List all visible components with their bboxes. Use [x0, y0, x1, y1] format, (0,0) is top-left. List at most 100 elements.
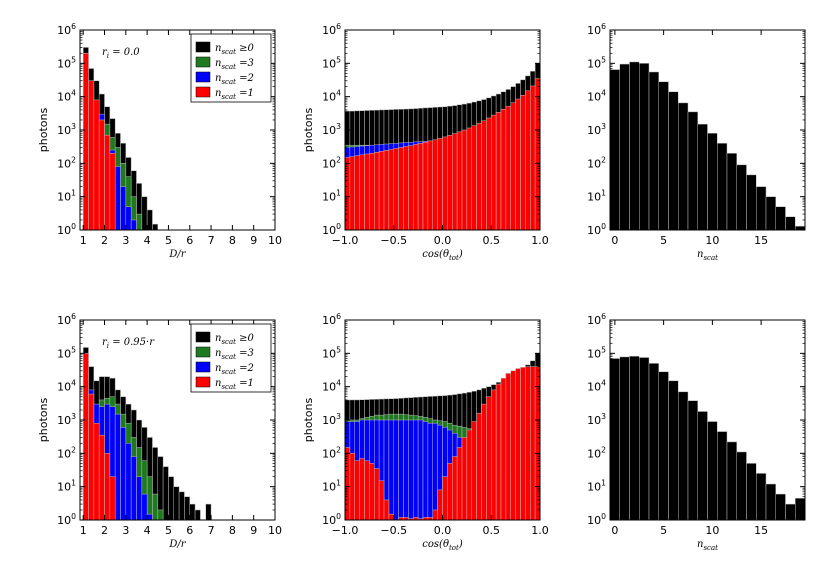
bar-all-bin-19 — [184, 496, 191, 520]
x-tick-label: 10 — [268, 234, 282, 247]
legend-swatch-n2 — [195, 361, 211, 373]
legend: nscat​ ≥0 nscat​ =3 nscat​ =2 nscat​ =1 — [190, 323, 272, 393]
bar-n1-bin-11 — [398, 147, 404, 230]
bar-n2-bin-12 — [403, 419, 409, 520]
bar-n2-bin-7 — [120, 186, 127, 230]
legend-label-n1: nscat​ =1 — [215, 378, 254, 391]
x-tick-label: 2 — [101, 234, 108, 247]
bar-n1-bin-5 — [369, 153, 375, 230]
bar-all-bin-18 — [178, 491, 185, 520]
bar-n2-bin-9 — [388, 419, 394, 520]
bar-n1-bin-13 — [408, 145, 414, 230]
bar-all-bin-5 — [658, 81, 669, 230]
bars-group — [345, 353, 540, 520]
legend-label-all: nscat​ ≥0 — [215, 333, 255, 346]
bar-n1-bin-0 — [82, 53, 89, 230]
bar-n1-bin-1 — [349, 156, 355, 230]
bar-n1-bin-18 — [432, 509, 438, 520]
bar-all-bin-7 — [678, 391, 689, 520]
bars-group — [345, 63, 540, 230]
bar-n1-bin-34 — [510, 370, 516, 520]
bar-all-bin-9 — [697, 411, 708, 520]
bar-n1-bin-0 — [82, 353, 89, 520]
x-tick-label: 9 — [250, 524, 257, 537]
bar-n1-bin-20 — [442, 136, 448, 230]
bar-n2-bin-17 — [427, 422, 433, 520]
chart-panel-0-1: 100 101 102 103 104 105 106 −1.0 −0.5 0.0 0.5 1.0 co… — [302, 22, 549, 262]
y-tick-label: 102 — [587, 155, 606, 170]
y-axis-label: photons — [37, 398, 50, 443]
y-tick-label: 100 — [322, 512, 341, 527]
bar-all-bin-2 — [629, 61, 640, 230]
bar-n1-bin-31 — [495, 383, 502, 520]
legend-swatch-n1 — [195, 86, 211, 98]
bar-n1-bin-25 — [466, 429, 472, 520]
bar-n2-bin-10 — [393, 419, 399, 520]
bar-n2-bin-18 — [432, 422, 438, 520]
bar-n1-bin-9 — [388, 149, 394, 230]
y-tick-label: 102 — [322, 445, 341, 460]
bar-n1-bin-32 — [500, 377, 507, 520]
bar-n1-bin-5 — [109, 476, 116, 520]
bar-all-bin-12 — [146, 209, 153, 230]
bar-all-bin-16 — [168, 476, 175, 520]
bar-all-bin-11 — [141, 196, 148, 230]
bar-n1-bin-5 — [109, 153, 116, 230]
bar-all-bin-20 — [189, 503, 196, 520]
y-tick-label: 100 — [57, 222, 76, 237]
bar-all-bin-11 — [717, 143, 728, 230]
y-tick-label: 105 — [587, 345, 606, 360]
y-tick-label: 104 — [322, 89, 341, 104]
y-tick-label: 104 — [587, 379, 606, 394]
bar-all-bin-17 — [775, 206, 786, 230]
bar-all-bin-10 — [707, 421, 718, 520]
bar-n1-bin-4 — [104, 453, 111, 520]
y-tick-label: 105 — [322, 55, 341, 70]
bar-n1-bin-32 — [500, 108, 507, 230]
bar-n1-bin-33 — [505, 373, 511, 520]
bar-n1-bin-1 — [88, 393, 95, 520]
legend-label-all: nscat​ ≥0 — [215, 43, 255, 56]
bar-n2-bin-6 — [114, 413, 121, 520]
y-tick-label: 106 — [587, 22, 606, 37]
x-tick-label: 7 — [208, 524, 215, 537]
bar-n1-bin-24 — [461, 129, 468, 230]
bar-all-bin-4 — [648, 363, 659, 520]
bar-n1-bin-23 — [456, 131, 463, 230]
x-tick-label: 15 — [754, 524, 768, 537]
bar-n1-bin-22 — [452, 456, 458, 520]
bar-all-bin-1 — [619, 356, 630, 520]
bar-all-bin-15 — [756, 473, 767, 520]
bar-n1-bin-15 — [417, 143, 424, 230]
bar-n1-bin-24 — [461, 437, 468, 520]
x-tick-label: 1.0 — [531, 234, 549, 247]
x-tick-label: 5 — [660, 524, 667, 537]
bar-n1-bin-33 — [505, 105, 511, 230]
bar-n1-bin-2 — [354, 155, 360, 230]
x-tick-label: 5 — [165, 234, 172, 247]
chart-panel-0-2: 100 101 102 103 104 105 106 0 5 10 15 nscat​ — [587, 22, 806, 262]
x-tick-label: 1 — [80, 234, 87, 247]
y-tick-label: 103 — [322, 412, 341, 427]
y-tick-label: 103 — [57, 122, 76, 137]
bar-n1-bin-28 — [481, 403, 487, 520]
y-tick-label: 106 — [587, 312, 606, 327]
x-tick-label: 3 — [122, 234, 129, 247]
legend-swatch-all — [195, 331, 211, 343]
panel-annotation: ri​ = 0.0 — [102, 47, 140, 60]
bar-n1-bin-37 — [525, 90, 531, 230]
bar-all-bin-0 — [610, 69, 620, 230]
y-tick-label: 104 — [57, 379, 76, 394]
x-tick-label: 0.5 — [483, 234, 501, 247]
bar-n1-bin-18 — [432, 139, 438, 230]
bar-all-bin-17 — [173, 486, 180, 520]
y-tick-label: 106 — [57, 22, 76, 37]
legend-label-n3: nscat​ =3 — [215, 348, 254, 361]
y-tick-label: 105 — [587, 55, 606, 70]
x-tick-label: 0.0 — [434, 524, 452, 537]
y-tick-label: 100 — [587, 512, 606, 527]
legend-swatch-n3 — [195, 56, 211, 68]
bar-n2-bin-9 — [130, 456, 137, 520]
bar-n1-bin-19 — [437, 489, 443, 520]
x-tick-label: 9 — [250, 234, 257, 247]
